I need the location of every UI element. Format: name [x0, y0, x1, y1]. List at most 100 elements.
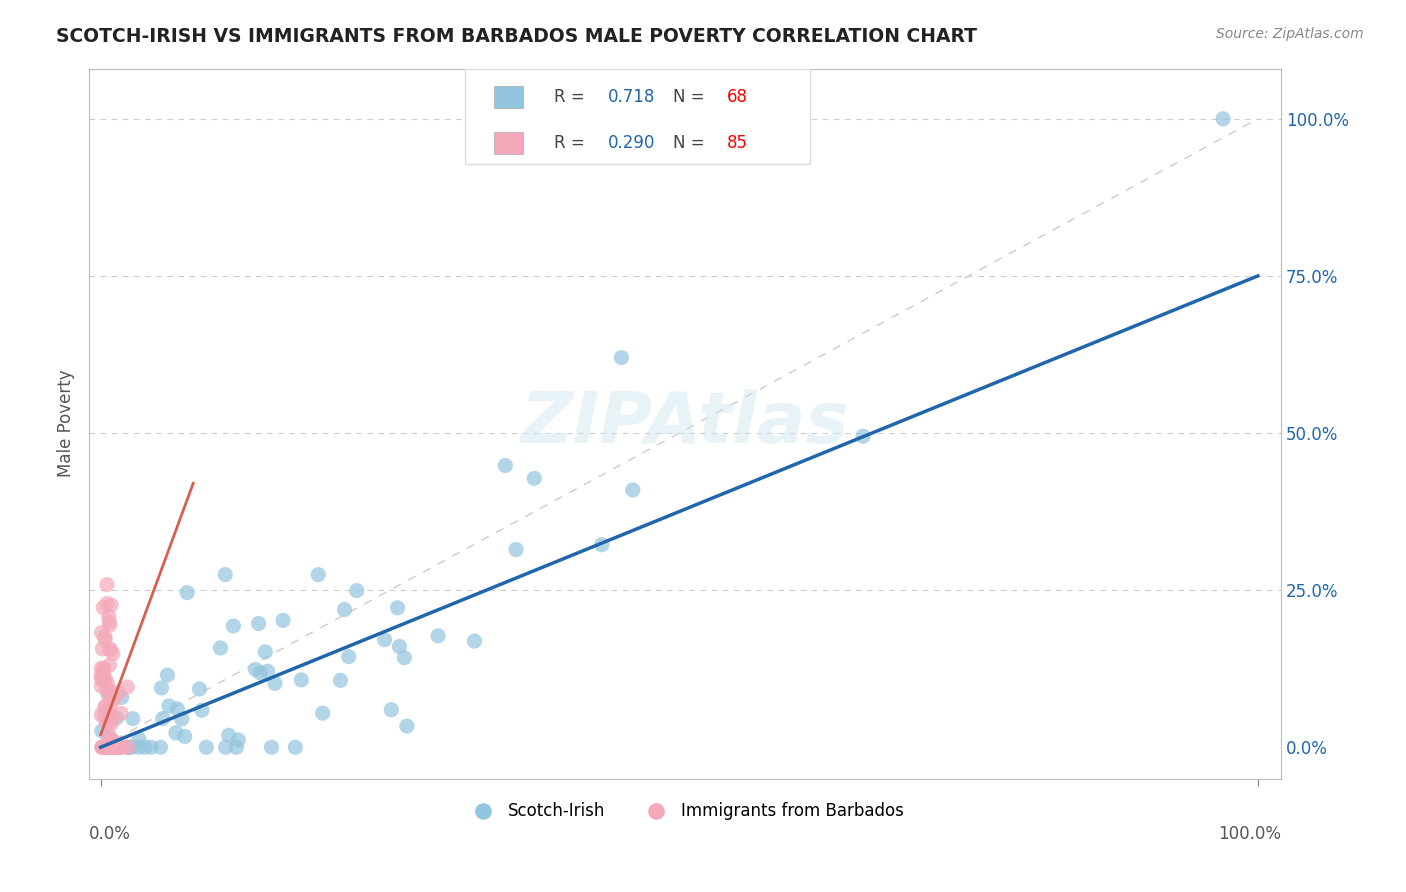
Point [134, 740, 156, 755]
Point [157, 698, 180, 713]
Point [98, 731, 121, 745]
Point [214, 740, 236, 755]
Text: 85: 85 [727, 134, 748, 153]
Point [97, 740, 120, 755]
Point [249, 665, 271, 680]
Point [93, 740, 115, 755]
Point [90, 625, 112, 640]
Text: 68: 68 [727, 88, 748, 106]
Point [93, 740, 115, 755]
Point [209, 640, 232, 655]
Point [214, 567, 236, 582]
Point [97, 740, 120, 755]
Point [104, 740, 127, 755]
Point [96, 705, 118, 719]
Point [222, 619, 245, 633]
Point [93, 740, 115, 755]
Point [98, 642, 121, 657]
Point [107, 686, 129, 700]
Point [98, 618, 121, 632]
Point [93, 740, 115, 755]
Point [90, 707, 112, 722]
Point [170, 712, 193, 726]
Point [117, 740, 139, 755]
Point [93, 740, 115, 755]
Point [103, 740, 125, 755]
Point [97, 609, 120, 624]
Text: 0.0%: 0.0% [89, 825, 131, 843]
Point [463, 634, 485, 648]
Point [395, 719, 418, 733]
Point [98, 615, 121, 629]
Text: SCOTCH-IRISH VS IMMIGRANTS FROM BARBADOS MALE POVERTY CORRELATION CHART: SCOTCH-IRISH VS IMMIGRANTS FROM BARBADOS… [56, 27, 977, 45]
Point [195, 740, 218, 755]
Point [108, 740, 131, 755]
Point [91, 740, 114, 755]
Point [852, 429, 875, 443]
Point [173, 730, 195, 744]
Point [90, 661, 112, 675]
Point [494, 458, 516, 473]
Point [591, 538, 613, 552]
Text: R =: R = [554, 134, 591, 153]
Text: ZIPAtlas: ZIPAtlas [520, 389, 849, 458]
Point [97, 716, 120, 731]
Point [91, 740, 114, 755]
Point [337, 649, 360, 664]
Point [93, 740, 115, 755]
Point [103, 740, 125, 755]
Point [91, 740, 114, 755]
Point [96, 698, 118, 713]
Point [93, 673, 115, 688]
FancyBboxPatch shape [464, 69, 810, 164]
Point [247, 616, 270, 631]
Point [107, 740, 129, 755]
Point [284, 740, 307, 755]
Point [271, 614, 294, 628]
Point [96, 676, 118, 690]
Point [96, 682, 118, 697]
Point [91, 600, 114, 615]
Text: 100.0%: 100.0% [1218, 825, 1281, 843]
Point [256, 665, 278, 679]
Point [98, 689, 121, 703]
Text: 0.718: 0.718 [607, 88, 655, 106]
Y-axis label: Male Poverty: Male Poverty [58, 370, 75, 477]
Point [117, 680, 139, 694]
Point [97, 728, 120, 742]
Point [96, 740, 118, 755]
FancyBboxPatch shape [495, 87, 523, 108]
Point [98, 740, 121, 755]
Point [97, 706, 120, 721]
Point [100, 642, 122, 657]
Point [90, 740, 112, 755]
Point [94, 630, 117, 644]
Point [104, 740, 127, 755]
Point [380, 703, 402, 717]
Point [111, 740, 134, 755]
Point [93, 740, 115, 755]
Point [98, 732, 121, 747]
Point [128, 740, 150, 755]
Text: 0.290: 0.290 [607, 134, 655, 153]
Point [104, 740, 127, 755]
Point [388, 640, 411, 654]
Point [103, 691, 125, 706]
Point [105, 740, 128, 755]
Point [96, 577, 118, 591]
Point [107, 740, 129, 755]
Point [254, 645, 277, 659]
Point [111, 690, 134, 705]
Point [103, 740, 125, 755]
Point [150, 681, 173, 695]
Point [96, 740, 118, 755]
Point [100, 699, 122, 714]
Point [93, 662, 115, 676]
Point [307, 567, 329, 582]
Point [101, 647, 124, 661]
Point [427, 629, 450, 643]
FancyBboxPatch shape [495, 132, 523, 153]
Point [329, 673, 352, 688]
Point [93, 668, 115, 682]
Point [90, 723, 112, 738]
